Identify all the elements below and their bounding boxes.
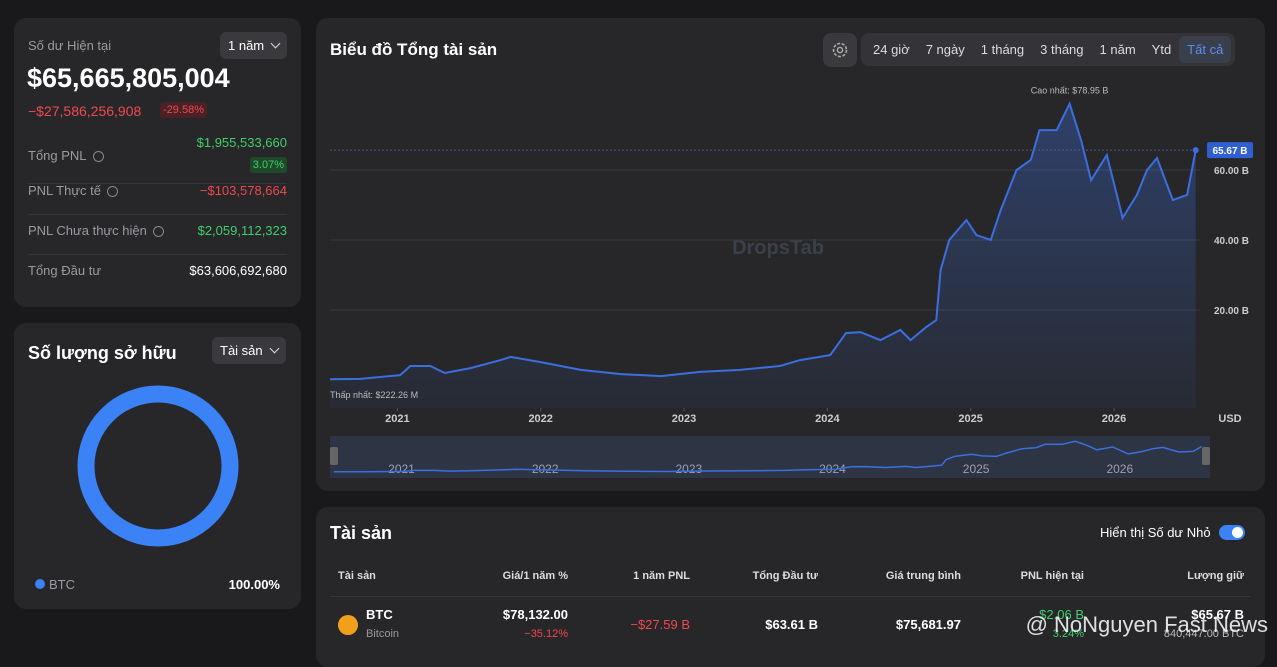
range-button[interactable]: Ytd	[1151, 42, 1172, 57]
col-header: Lượng giữ	[1187, 570, 1244, 582]
balance-value: $65,665,805,004	[27, 63, 230, 93]
col-header: Tài sản	[338, 570, 376, 582]
range-button[interactable]: 7 ngày	[925, 42, 965, 57]
balance-change: −$27,586,256,908	[28, 103, 142, 119]
header-separator	[330, 596, 1251, 597]
stat-label: Tổng PNL	[28, 148, 104, 163]
stat-label: PNL Chưa thực hiện	[28, 223, 164, 238]
toggle-label: Hiển thị Số dư Nhỏ	[1100, 525, 1211, 540]
asset-holding: $65.67 B	[1191, 607, 1244, 622]
asset-holding-qty: 840,447.00 BTC	[1163, 628, 1244, 640]
legend-label: BTC	[49, 577, 75, 592]
info-icon	[107, 186, 119, 198]
balance-card: Số dư Hiện tại 1 năm $65,665,805,004 −$2…	[14, 18, 301, 307]
col-header: 1 năm PNL	[633, 570, 690, 582]
col-header: PNL hiện tại	[1020, 570, 1084, 582]
settings-icon	[832, 42, 848, 58]
assets-card: Tài sản Hiển thị Số dư Nhỏ	[316, 507, 1265, 667]
asset-avg-price: $75,681.97	[895, 617, 961, 632]
col-header: Tổng Đầu tư	[752, 570, 818, 582]
btc-icon	[338, 615, 358, 635]
toggle[interactable]	[1219, 525, 1245, 540]
asset-price-pct: −35.12%	[524, 628, 568, 640]
info-icon	[92, 151, 104, 163]
range-button[interactable]: 1 tháng	[980, 42, 1025, 57]
range-button[interactable]: 3 tháng	[1040, 42, 1084, 57]
legend-dot	[35, 579, 45, 589]
stat-value: $1,955,533,660	[196, 135, 287, 150]
col-header: Giá/1 năm %	[502, 570, 568, 582]
stat-value: $63,606,692,680	[189, 263, 287, 278]
stat-value: −$103,578,664	[199, 183, 287, 198]
range-button[interactable]: 1 năm	[1099, 42, 1136, 57]
row-separator	[28, 214, 287, 215]
range-button[interactable]: Tất cả	[1179, 36, 1232, 63]
stat-label: Tổng Đầu tư	[28, 263, 102, 278]
balance-label: Số dư Hiện tại	[28, 38, 112, 53]
holdings-title: Số lượng sở hữu	[28, 343, 177, 363]
chart-title: Biểu đồ Tổng tài sản	[330, 40, 498, 59]
chart-card: Biểu đồ Tổng tài sản	[316, 18, 1265, 491]
col-header: Giá trung bình	[885, 570, 961, 582]
row-separator	[28, 183, 287, 184]
asset-name: Bitcoin	[366, 628, 400, 640]
assets-title: Tài sản	[330, 523, 393, 543]
stat-label: PNL Thực tế	[28, 183, 119, 198]
asset-pnl-now-pct: 3.24%	[1052, 628, 1084, 640]
holdings-card: Số lượng sở hữu Tài sản BTC 100.00%	[14, 323, 301, 609]
holdings-filter[interactable]: Tài sản	[212, 337, 286, 364]
page: Số dư Hiện tại 1 năm $65,665,805,004 −$2…	[0, 0, 1277, 650]
asset-invested: $63.61 B	[765, 617, 818, 632]
asset-pnl-now: $2.06 B	[1039, 607, 1084, 622]
range-bar: 24 giờ 7 ngày 1 tháng 3 tháng 1 năm Ytd Tất cả	[861, 33, 1236, 66]
stat-badge: 3.07%	[249, 157, 287, 173]
info-icon	[152, 226, 164, 238]
row-separator	[28, 254, 287, 255]
asset-price: $78,132.00	[502, 607, 568, 622]
balance-change-pct: -29.58%	[160, 102, 207, 118]
stat-value: $2,059,112,323	[197, 223, 287, 238]
legend-value: 100.00%	[228, 577, 280, 592]
range-button[interactable]: 24 giờ	[873, 42, 910, 57]
settings-button[interactable]	[823, 33, 857, 67]
asset-pnl-1y: −$27.59 B	[630, 617, 690, 632]
watermark: @ NoNguyen Fast News	[1025, 612, 1268, 637]
asset-symbol[interactable]: BTC	[366, 607, 393, 622]
period-select[interactable]: 1 năm	[220, 32, 288, 59]
